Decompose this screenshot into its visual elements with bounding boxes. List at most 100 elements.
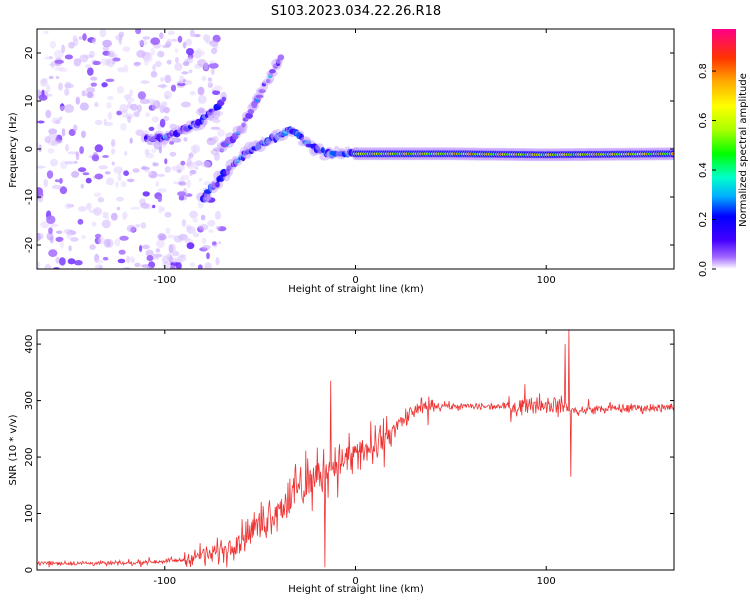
spectrogram-mark-416 bbox=[102, 211, 107, 219]
spectrogram-mark-453 bbox=[157, 233, 166, 241]
spectrogram-mark-337 bbox=[171, 257, 178, 264]
spectrogram-mark-476 bbox=[65, 144, 69, 152]
spectrogram-mark-382 bbox=[173, 235, 183, 243]
spectrogram-mark-127 bbox=[167, 234, 177, 239]
spectrogram-mark-334 bbox=[201, 237, 207, 245]
spectrogram-mark-378 bbox=[176, 255, 187, 262]
spectrogram-mark-210 bbox=[67, 258, 76, 265]
spectrogram-mark-289 bbox=[102, 256, 109, 261]
spectrogram-mark-412 bbox=[103, 122, 114, 126]
spectrogram-mark-313 bbox=[134, 262, 141, 268]
spectrogram-mark-352 bbox=[44, 136, 51, 144]
spectrogram-mark-269 bbox=[172, 38, 178, 42]
spectrogram-mark-457 bbox=[211, 241, 217, 246]
spectrogram-mark-270 bbox=[208, 78, 213, 85]
spectrogram-mark-376 bbox=[218, 241, 222, 245]
spectrogram-mark-573 bbox=[254, 98, 259, 103]
spectrogram-mark-542 bbox=[221, 96, 227, 102]
spectrogram-mark-107 bbox=[206, 252, 210, 260]
spectrogram-mark-205 bbox=[189, 172, 193, 177]
spectrogram-mark-402 bbox=[79, 146, 84, 155]
snr-x-tick-label-1: 0 bbox=[352, 576, 358, 587]
spectrogram-mark-110 bbox=[197, 86, 205, 96]
spectrogram-mark-414 bbox=[105, 78, 115, 83]
spectrogram-mark-403 bbox=[46, 170, 54, 179]
spectrogram-mark-310 bbox=[38, 144, 42, 152]
spectrogram-mark-267 bbox=[91, 154, 100, 162]
spectrogram-mark-443 bbox=[166, 253, 173, 261]
spectrogram-mark-39 bbox=[139, 245, 143, 252]
spectrogram-mark-268 bbox=[156, 239, 165, 249]
spectrogram-mark-11 bbox=[110, 212, 118, 221]
spectrogram-x-axis-label: Height of straight line (km) bbox=[288, 284, 424, 295]
spectrogram-mark-370 bbox=[68, 41, 75, 49]
spectrogram-mark-142 bbox=[116, 86, 124, 94]
snr-y-tick-label-3: 300 bbox=[24, 391, 35, 410]
colorbar-tick-label-3: 0.6 bbox=[698, 113, 709, 129]
spectrogram-mark-33 bbox=[163, 115, 170, 122]
spectrogram-mark-307 bbox=[189, 152, 194, 159]
spectrogram-mark-172 bbox=[164, 166, 171, 173]
spectrogram-mark-257 bbox=[171, 165, 181, 171]
spectrogram-mark-133 bbox=[55, 75, 60, 80]
spectrogram-mark-345 bbox=[68, 245, 72, 252]
spectrogram-mark-444 bbox=[140, 222, 147, 229]
spectrogram-mark-245 bbox=[37, 261, 41, 269]
spectrogram-mark-168 bbox=[180, 160, 186, 166]
spectrogram-mark-430 bbox=[192, 232, 200, 238]
colorbar-tick-label-2: 0.4 bbox=[698, 162, 709, 178]
spectrogram-y-tick-label-0: -20 bbox=[24, 237, 35, 253]
spectrogram-mark-70 bbox=[175, 57, 179, 64]
spectrogram-mark-440 bbox=[202, 245, 211, 250]
spectrogram-mark-248 bbox=[180, 174, 190, 180]
spectrogram-mark-374 bbox=[117, 67, 125, 73]
spectrogram-mark-58 bbox=[105, 212, 109, 221]
spectrogram-mark-456 bbox=[54, 59, 64, 64]
spectrogram-mark-330 bbox=[186, 56, 194, 64]
spectrogram-mark-68 bbox=[89, 244, 96, 251]
spectrogram-mark-409 bbox=[145, 153, 155, 159]
spectrogram-mark-224 bbox=[54, 66, 64, 71]
spectrogram-mark-383 bbox=[159, 118, 166, 128]
spectrogram-mark-592 bbox=[277, 54, 285, 61]
snr-series-line bbox=[37, 330, 674, 568]
spectrogram-mark-315 bbox=[169, 151, 177, 157]
spectrogram-mark-49 bbox=[77, 218, 84, 225]
spectrogram-mark-202 bbox=[90, 82, 98, 87]
spectrogram-mark-99 bbox=[204, 262, 212, 269]
spectrogram-mark-299 bbox=[102, 39, 112, 48]
spectrogram-mark-413 bbox=[198, 224, 209, 231]
spectrogram-mark-305 bbox=[183, 137, 188, 142]
spectrogram-mark-243 bbox=[136, 104, 142, 113]
spectrogram-mark-358 bbox=[195, 166, 199, 170]
spectrogram-mark-159 bbox=[130, 103, 138, 111]
spectrogram-mark-238 bbox=[50, 158, 59, 167]
spectrogram-mark-387 bbox=[210, 126, 221, 130]
spectrogram-mark-242 bbox=[132, 168, 140, 173]
spectrogram-mark-109 bbox=[98, 165, 108, 170]
spectrogram-mark-30 bbox=[81, 90, 87, 97]
spectrogram-mark-425 bbox=[118, 31, 125, 38]
spectrogram-mark-342 bbox=[174, 62, 183, 71]
spectrogram-mark-479 bbox=[103, 238, 111, 248]
spectrogram-mark-356 bbox=[174, 48, 179, 54]
spectrogram-mark-160 bbox=[45, 109, 52, 119]
spectrogram-mark-391 bbox=[78, 36, 83, 40]
spectrogram-mark-1281 bbox=[671, 152, 674, 155]
spectrogram-mark-229 bbox=[163, 106, 170, 114]
spectrogram-mark-186 bbox=[64, 161, 75, 165]
spectrogram-mark-15 bbox=[180, 101, 191, 108]
spectrogram-mark-400 bbox=[186, 157, 192, 167]
spectrogram-x-tick-label-1: 0 bbox=[352, 275, 358, 286]
spectrogram-mark-278 bbox=[115, 181, 119, 188]
spectrogram-mark-397 bbox=[97, 197, 105, 203]
spectrogram-mark-180 bbox=[86, 87, 96, 94]
spectrogram-mark-284 bbox=[212, 118, 221, 124]
spectrogram-mark-8 bbox=[142, 244, 150, 250]
spectrogram-mark-126 bbox=[120, 123, 127, 131]
spectrogram-mark-458 bbox=[126, 224, 136, 233]
spectrogram-mark-449 bbox=[61, 44, 65, 54]
spectrogram-y-tick-label-4: 20 bbox=[24, 47, 35, 60]
spectrogram-mark-459 bbox=[150, 71, 158, 78]
spectrogram-mark-148 bbox=[49, 56, 53, 60]
